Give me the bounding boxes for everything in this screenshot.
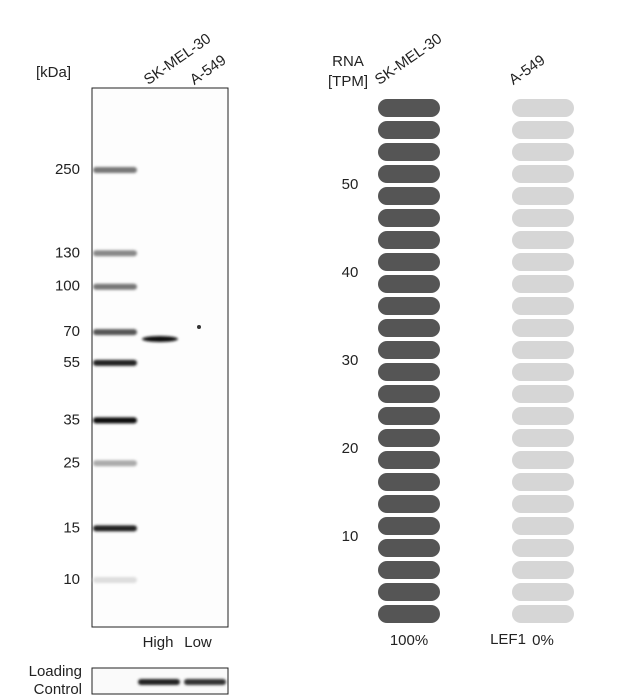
pill: [378, 583, 440, 601]
y-tick-label: 30: [342, 352, 359, 369]
pill: [512, 517, 574, 535]
marker-label: 10: [63, 571, 80, 588]
pill: [512, 583, 574, 601]
pill: [378, 539, 440, 557]
pill: [512, 495, 574, 513]
pill: [512, 341, 574, 359]
pill: [512, 253, 574, 271]
pill: [378, 165, 440, 183]
value-label: 100%: [390, 632, 428, 649]
pill: [378, 517, 440, 535]
pill: [512, 451, 574, 469]
pill: [512, 605, 574, 623]
marker-band: [93, 359, 137, 366]
loading-label: Control: [34, 681, 82, 698]
y-tick-label: 50: [342, 176, 359, 193]
pill: [378, 121, 440, 139]
loading-band: [138, 679, 180, 685]
kda-label: [kDa]: [36, 64, 71, 81]
pill: [378, 495, 440, 513]
pill: [512, 297, 574, 315]
column-label: A-549: [506, 52, 549, 89]
marker-band: [93, 329, 137, 336]
pill: [512, 209, 574, 227]
pill: [378, 407, 440, 425]
pill: [378, 275, 440, 293]
pill: [512, 473, 574, 491]
pill: [512, 429, 574, 447]
rna-label: [TPM]: [328, 73, 368, 90]
marker-label: 100: [55, 278, 80, 295]
value-label: 0%: [532, 632, 554, 649]
marker-label: 70: [63, 323, 80, 340]
marker-band: [93, 167, 137, 173]
pill: [512, 121, 574, 139]
pill: [378, 143, 440, 161]
marker-band: [93, 577, 137, 583]
pill: [512, 187, 574, 205]
pill: [512, 143, 574, 161]
marker-label: 250: [55, 161, 80, 178]
pill: [378, 297, 440, 315]
pill: [512, 363, 574, 381]
lane-level: High: [143, 634, 174, 651]
pill: [378, 187, 440, 205]
pill: [512, 385, 574, 403]
pill: [378, 605, 440, 623]
y-tick-label: 10: [342, 528, 359, 545]
pill: [378, 253, 440, 271]
pill: [512, 99, 574, 117]
pill: [378, 231, 440, 249]
marker-label: 130: [55, 244, 80, 261]
pill: [512, 539, 574, 557]
pill: [512, 561, 574, 579]
pill: [512, 231, 574, 249]
lane-level: Low: [184, 634, 212, 651]
marker-band: [93, 417, 137, 424]
gene-label: LEF1: [490, 631, 526, 648]
loading-label: Loading: [29, 663, 82, 680]
pill: [512, 165, 574, 183]
pill: [378, 319, 440, 337]
pill: [378, 429, 440, 447]
pill: [512, 275, 574, 293]
marker-label: 35: [63, 411, 80, 428]
pill: [378, 385, 440, 403]
pill: [512, 319, 574, 337]
marker-band: [93, 283, 137, 290]
y-tick-label: 20: [342, 440, 359, 457]
pill: [378, 451, 440, 469]
y-tick-label: 40: [342, 264, 359, 281]
column-label: SK-MEL-30: [372, 30, 445, 88]
pill: [512, 407, 574, 425]
rna-label: RNA: [332, 53, 364, 70]
pill: [378, 363, 440, 381]
pill: [378, 209, 440, 227]
sample-band: [142, 336, 178, 342]
pill: [378, 473, 440, 491]
marker-label: 25: [63, 454, 80, 471]
marker-band: [93, 460, 137, 467]
marker-band: [93, 250, 137, 257]
marker-label: 55: [63, 354, 80, 371]
sample-spot: [197, 325, 201, 329]
pill: [378, 561, 440, 579]
loading-band: [184, 679, 226, 685]
pill: [378, 341, 440, 359]
marker-label: 15: [63, 519, 80, 536]
marker-band: [93, 525, 137, 532]
blot-frame: [91, 87, 229, 628]
pill: [378, 99, 440, 117]
